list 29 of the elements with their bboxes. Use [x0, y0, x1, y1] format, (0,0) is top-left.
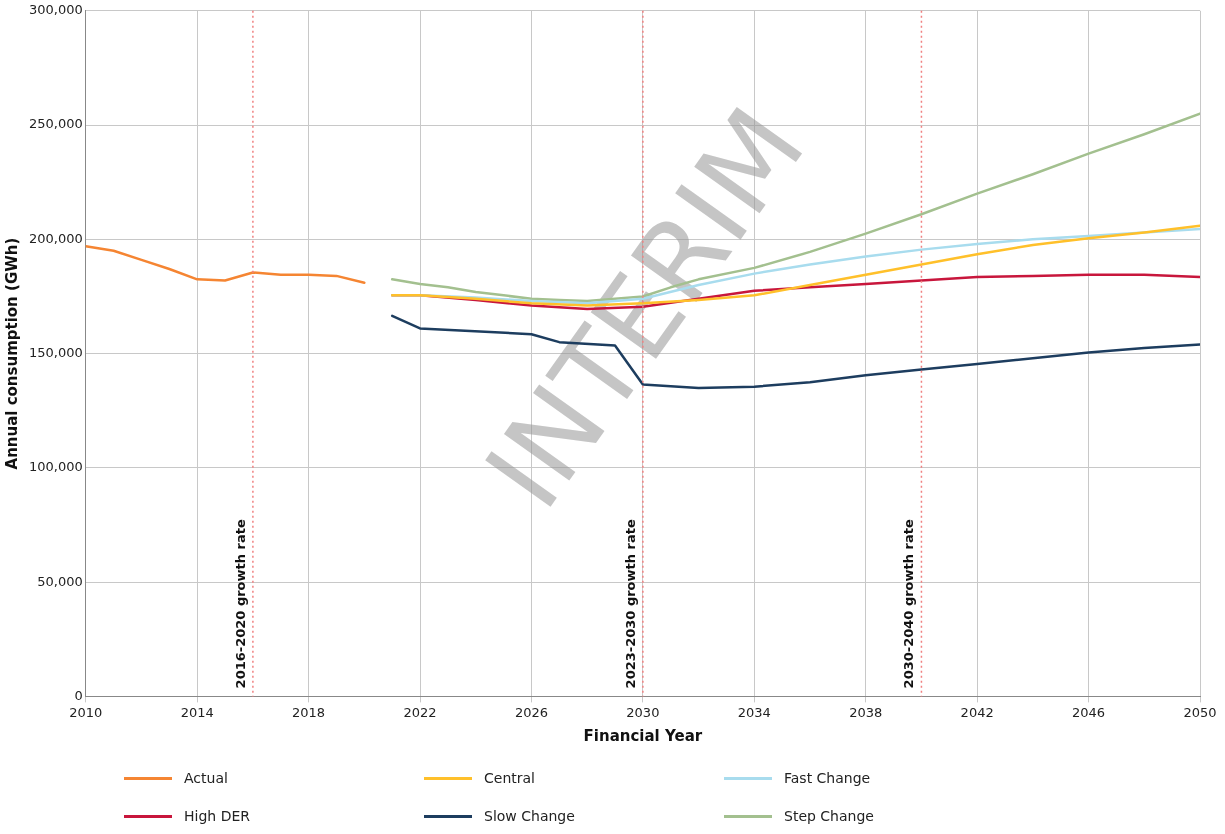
x-tick-label: 2022	[403, 704, 437, 720]
y-tick-label: 50,000	[37, 573, 83, 589]
x-tick-label: 2030	[626, 704, 660, 720]
y-tick-label: 250,000	[28, 116, 83, 132]
ref-line-label: 2023-2030 growth rate	[622, 519, 638, 689]
legend-label: High DER	[184, 808, 250, 824]
x-tick-label: 2010	[69, 704, 103, 720]
ref-line-label: 2030-2040 growth rate	[901, 519, 917, 689]
x-tick-label: 2018	[292, 704, 326, 720]
y-axis-title: Annual consumption (GWh)	[2, 237, 21, 470]
x-tick-label: 2050	[1183, 704, 1217, 720]
x-tick-label: 2042	[960, 704, 994, 720]
x-tick-label: 2046	[1072, 704, 1106, 720]
y-tick-label: 100,000	[28, 459, 83, 475]
y-tick-label: 0	[74, 687, 83, 703]
y-tick-label: 300,000	[28, 2, 83, 18]
legend-label: Actual	[184, 770, 228, 786]
x-tick-label: 2014	[180, 704, 214, 720]
legend-label: Central	[484, 770, 535, 786]
x-tick-label: 2038	[849, 704, 883, 720]
legend-label: Fast Change	[784, 770, 871, 786]
y-tick-label: 200,000	[28, 230, 83, 246]
x-tick-label: 2026	[514, 704, 548, 720]
x-tick-label: 2034	[737, 704, 771, 720]
legend-label: Slow Change	[484, 808, 575, 824]
x-axis-title: Financial Year	[583, 726, 703, 745]
y-tick-label: 150,000	[28, 344, 83, 360]
legend-label: Step Change	[784, 808, 874, 824]
ref-line-label: 2016-2020 growth rate	[232, 519, 248, 689]
